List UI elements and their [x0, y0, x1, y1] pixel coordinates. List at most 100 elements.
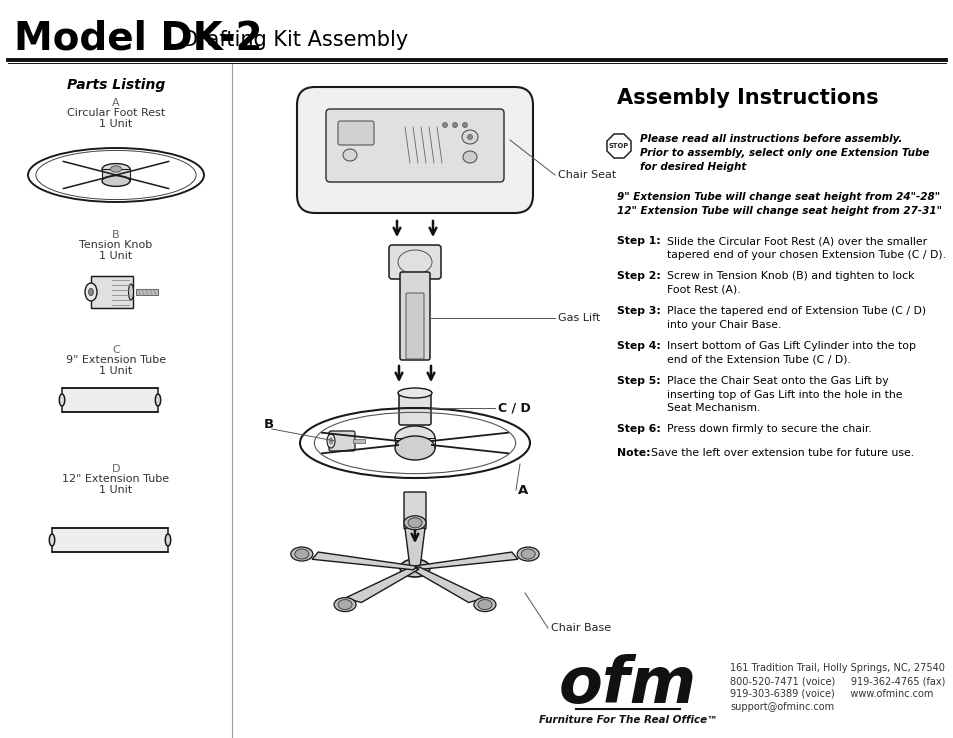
FancyBboxPatch shape	[329, 431, 355, 451]
Text: Step 3:: Step 3:	[617, 306, 660, 316]
Text: A: A	[517, 483, 528, 497]
PathPatch shape	[345, 567, 418, 602]
FancyBboxPatch shape	[326, 109, 503, 182]
Circle shape	[452, 123, 457, 128]
Ellipse shape	[85, 283, 97, 301]
Text: Screw in Tension Knob (B) and tighten to lock
Foot Rest (A).: Screw in Tension Knob (B) and tighten to…	[666, 271, 914, 294]
Text: Parts Listing: Parts Listing	[67, 78, 165, 92]
Text: 9" Extension Tube: 9" Extension Tube	[66, 355, 166, 365]
Text: ofm: ofm	[558, 654, 697, 716]
Text: Insert bottom of Gas Lift Cylinder into the top
end of the Extension Tube (C / D: Insert bottom of Gas Lift Cylinder into …	[666, 341, 915, 365]
Text: C / D: C / D	[497, 401, 530, 415]
Text: 1 Unit: 1 Unit	[99, 119, 132, 129]
Ellipse shape	[395, 426, 435, 450]
Text: B: B	[264, 418, 274, 432]
FancyBboxPatch shape	[398, 391, 431, 425]
Ellipse shape	[520, 549, 535, 559]
Ellipse shape	[50, 534, 54, 546]
Ellipse shape	[462, 151, 476, 163]
Text: Circular Foot Rest: Circular Foot Rest	[67, 108, 165, 118]
Text: Drafting Kit Assembly: Drafting Kit Assembly	[182, 30, 408, 50]
Text: 1 Unit: 1 Unit	[99, 485, 132, 495]
Ellipse shape	[477, 599, 492, 610]
Bar	[353, 439, 365, 443]
Ellipse shape	[102, 164, 130, 174]
Text: Model DK-2: Model DK-2	[14, 19, 262, 57]
Ellipse shape	[334, 598, 355, 612]
Ellipse shape	[337, 599, 352, 610]
Text: 800-520-7471 (voice)     919-362-4765 (fax): 800-520-7471 (voice) 919-362-4765 (fax)	[729, 676, 944, 686]
Ellipse shape	[294, 549, 309, 559]
FancyBboxPatch shape	[399, 272, 430, 360]
Ellipse shape	[291, 547, 313, 561]
Ellipse shape	[89, 289, 93, 296]
Circle shape	[442, 123, 447, 128]
Text: 161 Tradition Trail, Holly Springs, NC, 27540: 161 Tradition Trail, Holly Springs, NC, …	[729, 663, 943, 673]
PathPatch shape	[411, 567, 484, 602]
Text: D: D	[112, 464, 120, 474]
FancyBboxPatch shape	[52, 528, 168, 552]
Text: Note:: Note:	[617, 448, 650, 458]
Ellipse shape	[517, 547, 538, 561]
Ellipse shape	[395, 436, 435, 460]
PathPatch shape	[413, 552, 517, 570]
Text: Please read all instructions before assembly.
Prior to assembly, select only one: Please read all instructions before asse…	[639, 134, 928, 172]
Ellipse shape	[397, 388, 432, 398]
Text: 1 Unit: 1 Unit	[99, 366, 132, 376]
Text: Assembly Instructions: Assembly Instructions	[617, 88, 878, 108]
FancyBboxPatch shape	[403, 492, 426, 529]
Text: B: B	[112, 230, 120, 240]
Text: Step 4:: Step 4:	[617, 341, 660, 351]
Ellipse shape	[408, 518, 421, 528]
Polygon shape	[606, 134, 630, 158]
Text: C: C	[112, 345, 120, 355]
Text: Press down firmly to secure the chair.: Press down firmly to secure the chair.	[666, 424, 871, 434]
Ellipse shape	[129, 284, 133, 300]
FancyBboxPatch shape	[337, 121, 374, 145]
Ellipse shape	[327, 434, 335, 448]
Ellipse shape	[461, 130, 477, 144]
Text: Step 1:: Step 1:	[617, 236, 660, 246]
Circle shape	[467, 134, 472, 139]
FancyBboxPatch shape	[406, 293, 423, 359]
Text: Chair Seat: Chair Seat	[558, 170, 616, 180]
Text: Step 5:: Step 5:	[617, 376, 660, 386]
Text: Slide the Circular Foot Rest (A) over the smaller
tapered end of your chosen Ext: Slide the Circular Foot Rest (A) over th…	[666, 236, 945, 260]
FancyBboxPatch shape	[62, 388, 158, 412]
Bar	[136, 289, 158, 295]
Ellipse shape	[474, 598, 496, 612]
PathPatch shape	[405, 528, 424, 568]
Ellipse shape	[102, 176, 130, 187]
Text: 919-303-6389 (voice)     www.ofminc.com: 919-303-6389 (voice) www.ofminc.com	[729, 689, 932, 699]
Text: Tension Knob: Tension Knob	[79, 240, 152, 250]
FancyBboxPatch shape	[296, 87, 533, 213]
Ellipse shape	[399, 559, 430, 577]
Text: support@ofminc.com: support@ofminc.com	[729, 702, 833, 712]
Ellipse shape	[403, 516, 426, 530]
FancyBboxPatch shape	[389, 245, 440, 279]
Text: Gas Lift: Gas Lift	[558, 313, 599, 323]
Ellipse shape	[155, 394, 160, 406]
Text: 1 Unit: 1 Unit	[99, 251, 132, 261]
Text: Place the Chair Seat onto the Gas Lift by
inserting top of Gas Lift into the hol: Place the Chair Seat onto the Gas Lift b…	[666, 376, 902, 413]
Text: STOP: STOP	[608, 143, 628, 149]
PathPatch shape	[312, 552, 416, 570]
Ellipse shape	[165, 534, 171, 546]
Ellipse shape	[329, 438, 333, 444]
Bar	[91, 276, 132, 308]
Bar	[395, 438, 435, 448]
Ellipse shape	[59, 394, 65, 406]
Circle shape	[462, 123, 467, 128]
Text: Step 2:: Step 2:	[617, 271, 660, 281]
Text: Furniture For The Real Office™: Furniture For The Real Office™	[538, 715, 717, 725]
Ellipse shape	[111, 166, 121, 172]
Text: 12" Extension Tube: 12" Extension Tube	[62, 474, 170, 484]
Text: Step 6:: Step 6:	[617, 424, 660, 434]
Bar	[102, 169, 130, 181]
Text: Chair Base: Chair Base	[551, 623, 611, 633]
Ellipse shape	[343, 149, 356, 161]
Text: Place the tapered end of Extension Tube (C / D)
into your Chair Base.: Place the tapered end of Extension Tube …	[666, 306, 925, 330]
Text: 9" Extension Tube will change seat height from 24"-28"
12" Extension Tube will c: 9" Extension Tube will change seat heigh…	[617, 192, 941, 216]
Text: A: A	[112, 98, 120, 108]
Text: Save the left over extension tube for future use.: Save the left over extension tube for fu…	[650, 448, 913, 458]
